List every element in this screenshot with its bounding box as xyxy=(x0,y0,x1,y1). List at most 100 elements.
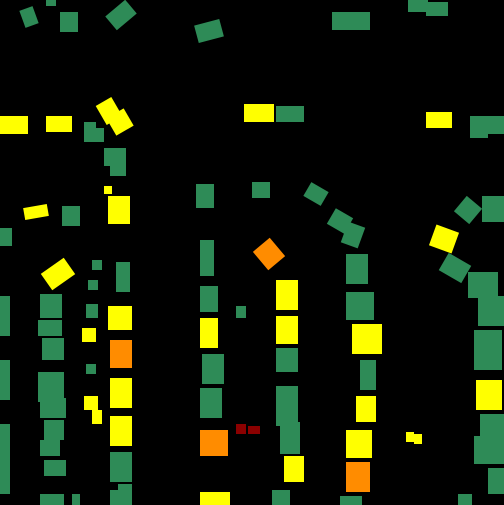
building-footprint-yellow xyxy=(406,432,414,442)
building-footprint-green xyxy=(438,252,472,284)
building-footprint-darkred xyxy=(236,424,246,434)
building-footprint-green xyxy=(110,452,132,482)
building-footprint-green xyxy=(0,424,10,454)
building-footprint-green xyxy=(116,262,130,292)
building-footprint-orange xyxy=(110,340,132,368)
building-footprint-green xyxy=(62,206,80,226)
building-footprint-yellow xyxy=(82,328,96,342)
building-footprint-yellow xyxy=(108,196,130,224)
building-footprint-green xyxy=(236,306,246,318)
building-footprint-green xyxy=(40,440,60,456)
building-footprint-green xyxy=(252,182,270,198)
building-footprint-yellow xyxy=(352,324,382,354)
building-footprint-yellow xyxy=(200,492,230,505)
building-footprint-green xyxy=(40,294,62,318)
building-footprint-yellow xyxy=(200,318,218,348)
building-footprint-darkred xyxy=(248,426,260,434)
building-footprint-green xyxy=(280,422,300,454)
building-footprint-green xyxy=(72,494,80,505)
building-footprint-orange xyxy=(346,462,370,492)
building-footprint-yellow xyxy=(106,108,134,136)
building-footprint-green xyxy=(474,436,504,464)
building-footprint-green xyxy=(46,0,56,6)
building-footprint-orange xyxy=(200,430,228,456)
building-footprint-green xyxy=(488,116,504,134)
building-footprint-green xyxy=(200,388,222,418)
building-footprint-yellow xyxy=(0,116,28,134)
building-footprint-orange xyxy=(252,237,286,271)
building-footprint-green xyxy=(194,18,224,44)
building-footprint-yellow xyxy=(276,316,298,344)
building-footprint-green xyxy=(200,286,218,312)
building-footprint-green xyxy=(44,460,66,476)
building-footprint-yellow xyxy=(40,257,76,291)
building-footprint-yellow xyxy=(356,396,376,422)
building-footprint-green xyxy=(0,454,10,494)
building-footprint-yellow xyxy=(23,204,49,220)
building-footprint-green xyxy=(38,372,64,402)
building-footprint-green xyxy=(426,2,448,16)
building-footprint-yellow xyxy=(414,434,422,444)
building-footprint-green xyxy=(86,364,96,374)
building-footprint-green xyxy=(408,0,428,12)
building-footprint-green xyxy=(0,360,10,400)
building-footprint-green xyxy=(480,414,504,438)
building-footprint-green xyxy=(340,496,362,505)
building-footprint-green xyxy=(19,6,39,28)
building-footprint-green xyxy=(303,182,329,206)
building-footprint-green xyxy=(470,116,488,138)
building-footprint-yellow xyxy=(276,280,298,310)
building-footprint-yellow xyxy=(84,396,98,410)
building-footprint-green xyxy=(474,330,502,370)
building-footprint-green xyxy=(44,420,64,440)
building-footprint-green xyxy=(346,292,374,320)
building-footprint-green xyxy=(276,348,298,372)
building-footprint-yellow xyxy=(104,186,112,194)
building-footprint-green xyxy=(468,272,498,298)
building-footprint-yellow xyxy=(346,430,372,458)
building-footprint-green xyxy=(458,494,472,505)
building-footprint-yellow xyxy=(428,224,460,254)
building-footprint-green xyxy=(88,280,98,290)
building-footprint-yellow xyxy=(476,380,502,410)
building-footprint-green xyxy=(200,240,214,276)
building-footprint-green xyxy=(110,490,132,505)
building-footprint-green xyxy=(202,354,224,384)
building-footprint-green xyxy=(346,254,368,284)
building-footprint-green xyxy=(60,12,78,32)
building-footprint-green xyxy=(86,304,98,318)
building-footprint-green xyxy=(110,162,126,176)
building-footprint-yellow xyxy=(110,416,132,446)
building-footprint-green xyxy=(90,128,104,142)
building-footprint-yellow xyxy=(426,112,452,128)
building-footprint-green xyxy=(332,12,370,30)
building-footprint-green xyxy=(0,296,10,336)
building-footprint-yellow xyxy=(244,104,274,122)
building-footprint-green xyxy=(272,490,290,505)
building-footprint-green xyxy=(482,196,504,222)
building-footprint-green xyxy=(40,494,64,505)
building-footprint-green xyxy=(276,386,298,426)
building-footprint-green xyxy=(40,398,66,418)
building-footprint-green xyxy=(0,228,12,246)
building-footprint-yellow xyxy=(108,306,132,330)
building-footprint-green xyxy=(42,338,64,360)
building-footprint-green xyxy=(196,184,214,208)
building-footprint-green xyxy=(360,360,376,390)
building-footprint-green xyxy=(38,320,62,336)
building-footprint-green xyxy=(92,260,102,270)
building-footprint-green xyxy=(340,221,366,249)
building-footprint-green xyxy=(104,148,126,166)
building-footprint-green xyxy=(453,195,483,225)
building-footprint-yellow xyxy=(110,378,132,408)
building-footprint-yellow xyxy=(92,410,102,424)
building-footprint-yellow xyxy=(284,456,304,482)
building-footprint-yellow xyxy=(46,116,72,132)
building-footprint-green xyxy=(488,468,504,494)
building-footprint-green xyxy=(478,296,504,326)
building-footprint-green xyxy=(276,106,304,122)
building-footprint-green xyxy=(105,0,137,31)
